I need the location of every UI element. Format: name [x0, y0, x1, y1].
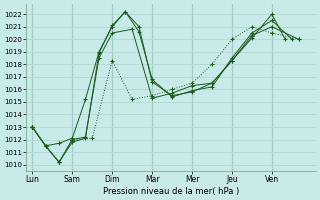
X-axis label: Pression niveau de la mer( hPa ): Pression niveau de la mer( hPa ) — [103, 187, 239, 196]
